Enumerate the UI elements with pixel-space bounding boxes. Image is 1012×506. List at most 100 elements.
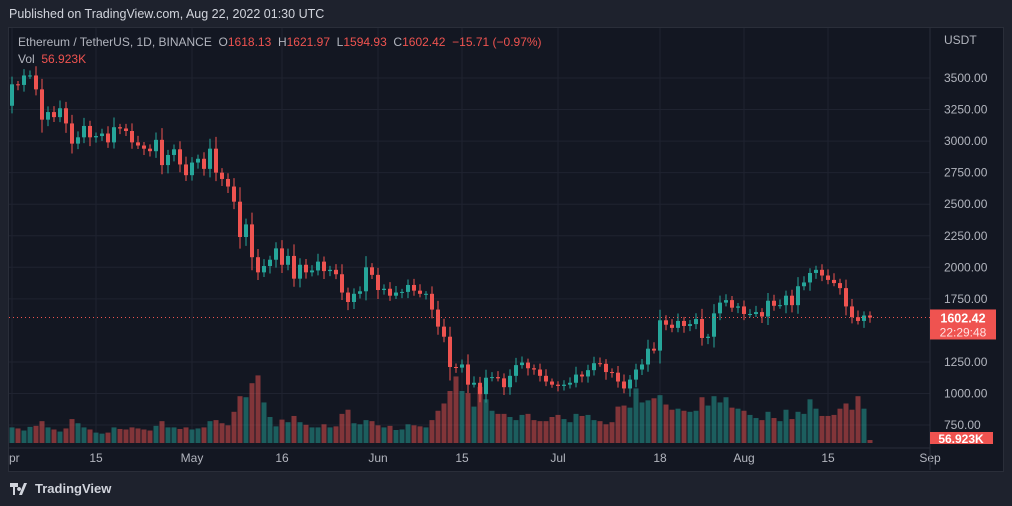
date-tick-label: 15 bbox=[455, 451, 469, 465]
candle-body bbox=[850, 306, 854, 318]
candle-body bbox=[442, 326, 446, 337]
volume-bar bbox=[543, 421, 549, 443]
volume-bar bbox=[825, 415, 831, 443]
candle-body bbox=[532, 368, 536, 370]
price-tick-label: 2000.00 bbox=[944, 260, 988, 274]
candle-body bbox=[280, 248, 284, 265]
candle-body bbox=[184, 164, 188, 176]
volume-bar bbox=[195, 428, 201, 443]
candle-body bbox=[622, 381, 626, 389]
volume-bar bbox=[63, 428, 69, 443]
symbol-legend: Ethereum / TetherUS, 1D, BINANCE O1618.1… bbox=[18, 35, 542, 49]
volume-bar bbox=[447, 391, 453, 443]
tradingview-logo[interactable]: TradingView bbox=[10, 481, 111, 496]
candle-body bbox=[814, 269, 818, 273]
candle-body bbox=[454, 366, 458, 368]
volume-bar bbox=[483, 399, 489, 443]
volume-bar bbox=[321, 424, 327, 443]
volume-bar bbox=[9, 427, 15, 443]
candle-body bbox=[856, 317, 860, 321]
candle-body bbox=[616, 372, 620, 382]
candle-body bbox=[100, 133, 104, 137]
candle-body bbox=[406, 284, 410, 292]
date-tick-label: Jun bbox=[368, 451, 387, 465]
candle-body bbox=[760, 312, 764, 317]
volume-bar bbox=[795, 411, 801, 443]
candle-body bbox=[802, 282, 806, 287]
candle-body bbox=[520, 362, 524, 366]
volume-bar bbox=[369, 421, 375, 443]
candle-body bbox=[208, 148, 212, 169]
volume-bar bbox=[171, 427, 177, 443]
volume-bar bbox=[441, 403, 447, 443]
candle-body bbox=[766, 300, 770, 317]
candle-body bbox=[412, 284, 416, 291]
volume-bar bbox=[393, 430, 399, 443]
candle-body bbox=[664, 320, 668, 325]
candle-body bbox=[862, 315, 866, 321]
low-label: L bbox=[336, 35, 344, 49]
date-tick-label: May bbox=[181, 451, 204, 465]
candle-body bbox=[310, 270, 314, 273]
volume-bar bbox=[261, 402, 267, 443]
candle-body bbox=[646, 348, 650, 365]
candle-body bbox=[382, 288, 386, 291]
candle-body bbox=[94, 136, 98, 138]
volume-bar bbox=[651, 398, 657, 443]
candle-body bbox=[178, 149, 182, 165]
volume-bar bbox=[615, 406, 621, 443]
volume-bar bbox=[729, 407, 735, 443]
candle-body bbox=[610, 372, 614, 374]
volume-bar bbox=[807, 399, 813, 443]
volume-bar bbox=[741, 410, 747, 443]
candle-body bbox=[790, 295, 794, 306]
price-tick-label: 2750.00 bbox=[944, 166, 988, 180]
candle-body bbox=[478, 382, 482, 395]
volume-bar bbox=[183, 427, 189, 443]
footer-brand: TradingView bbox=[35, 481, 112, 496]
volume-bar bbox=[399, 429, 405, 443]
volume-bar bbox=[285, 422, 291, 443]
candle-body bbox=[10, 84, 14, 106]
candle-body bbox=[202, 158, 206, 169]
candle-body bbox=[676, 320, 680, 328]
volume-bar bbox=[693, 410, 699, 443]
volume-bar bbox=[507, 417, 513, 443]
candle-body bbox=[496, 377, 500, 379]
last-price-value: 1602.42 bbox=[940, 311, 985, 325]
candle-body bbox=[826, 275, 830, 280]
volume-bar bbox=[531, 420, 537, 443]
candle-body bbox=[640, 364, 644, 370]
volume-bar bbox=[525, 413, 531, 443]
chart-frame[interactable] bbox=[8, 27, 1004, 472]
tradingview-logo-icon bbox=[10, 482, 27, 495]
volume-bar bbox=[621, 405, 627, 443]
candle-body bbox=[226, 178, 230, 187]
volume-bar bbox=[69, 419, 75, 443]
volume-label[interactable]: Vol bbox=[18, 52, 35, 66]
volume-bar bbox=[747, 414, 753, 443]
volume-bar bbox=[315, 427, 321, 443]
volume-bar bbox=[297, 422, 303, 443]
volume-bar bbox=[51, 429, 57, 443]
candle-body bbox=[484, 377, 488, 395]
volume-bar bbox=[597, 421, 603, 443]
price-tick-label: 1000.00 bbox=[944, 387, 988, 401]
volume-bar bbox=[177, 428, 183, 443]
volume-bar bbox=[633, 388, 639, 443]
candle-body bbox=[694, 319, 698, 325]
volume-bar bbox=[87, 429, 93, 443]
symbol-title[interactable]: Ethereum / TetherUS, 1D, BINANCE bbox=[18, 35, 212, 49]
volume-bar bbox=[291, 415, 297, 443]
candle-body bbox=[214, 148, 218, 173]
candle-body bbox=[148, 148, 152, 152]
candle-body bbox=[538, 369, 542, 376]
candle-body bbox=[28, 75, 32, 77]
candle-body bbox=[274, 248, 278, 260]
volume-bar bbox=[843, 403, 849, 443]
volume-bar bbox=[267, 417, 273, 443]
volume-bar bbox=[345, 409, 351, 443]
volume-bar bbox=[663, 404, 669, 443]
volume-bar bbox=[15, 428, 21, 443]
